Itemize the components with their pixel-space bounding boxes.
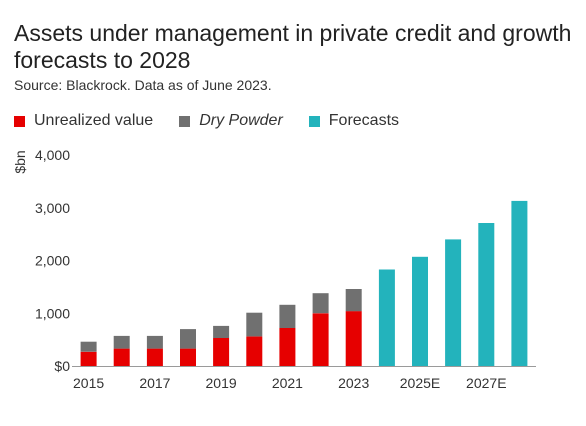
legend-item-unrealized: Unrealized value [14,112,153,130]
bar-dry-powder-2022 [312,293,329,314]
legend-label-dry-powder: Dry Powder [199,112,283,129]
bar-unrealized-value-2015 [80,351,97,366]
x-tick-label-2027e: 2027E [466,375,506,391]
y-axis-label: $bn [12,150,28,173]
bar-unrealized-value-2019 [213,338,230,366]
y-tick-label-0: $0 [54,358,70,374]
bar-dry-powder-2023 [345,289,362,312]
legend-swatch-dry-powder [179,115,191,127]
bar-forecasts-2025e [412,256,428,366]
chart-source: Source: Blackrock. Data as of June 2023. [14,77,272,93]
legend-item-forecasts: Forecasts [308,112,400,130]
x-tick-label-2021: 2021 [272,375,303,391]
x-tick-label-2023: 2023 [338,375,369,391]
legend-label-forecasts: Forecasts [328,112,400,129]
bar-unrealized-value-2018 [180,348,196,366]
bar-forecasts-2026e [445,239,462,366]
bar-forecasts-2027e [478,223,495,366]
x-tick-label-2025e: 2025E [400,375,440,391]
y-tick-label-2000: 2,000 [35,253,70,269]
bar-unrealized-value-2023 [345,311,362,366]
x-tick-label-2015: 2015 [73,375,104,391]
bar-unrealized-value-2021 [279,328,296,366]
legend-label-unrealized: Unrealized value [34,112,154,129]
legend-item-dry-powder: Dry Powder [179,112,283,130]
chart-legend: Unrealized value Dry Powder Forecasts [14,112,425,130]
bar-unrealized-value-2016 [113,348,130,366]
bar-dry-powder-2021 [279,304,296,328]
y-axis-ticks: $0 1,000 2,000 3,000 4,000 [35,147,70,374]
bar-dry-powder-2019 [213,325,230,338]
bar-dry-powder-2017 [146,335,163,349]
bar-unrealized-value-2022 [312,313,329,367]
bar-forecasts-2024e [378,269,395,366]
bars-group [80,200,528,367]
y-tick-label-1000: 1,000 [35,305,70,321]
bar-dry-powder-2015 [80,341,97,352]
bar-dry-powder-2020 [246,312,263,337]
chart-title: Assets under management in private credi… [14,20,572,73]
y-tick-label-4000: 4,000 [35,147,70,163]
legend-swatch-forecasts [308,115,320,127]
x-tick-label-2019: 2019 [206,375,237,391]
bar-unrealized-value-2017 [146,348,163,366]
x-axis-ticks: 2015 2017 2019 2021 2023 2025E 2027E [73,375,507,391]
bar-unrealized-value-2020 [246,336,263,366]
bar-dry-powder-2018 [180,329,196,349]
y-tick-label-3000: 3,000 [35,200,70,216]
bar-dry-powder-2016 [113,335,130,349]
legend-swatch-unrealized [14,115,25,127]
x-tick-label-2017: 2017 [139,375,170,391]
bar-forecasts-2028e [511,200,528,366]
